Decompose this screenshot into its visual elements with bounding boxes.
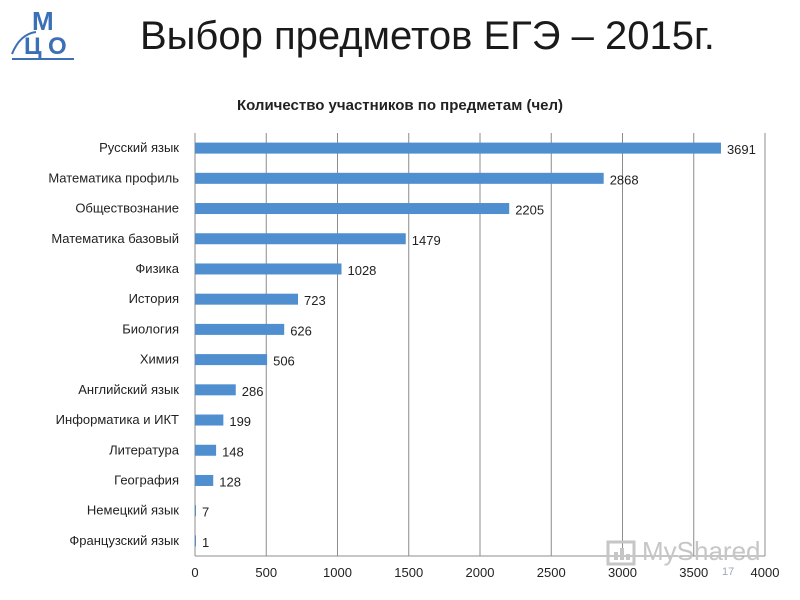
category-label: Химия (140, 352, 179, 367)
bar (195, 172, 604, 184)
bar (195, 323, 285, 335)
bar (195, 474, 214, 486)
bar (195, 233, 406, 245)
category-label: Английский язык (78, 382, 179, 397)
value-label: 2868 (610, 172, 639, 187)
x-tick-label: 3000 (608, 565, 637, 580)
category-label: Информатика и ИКТ (56, 412, 179, 427)
value-label: 148 (222, 444, 244, 459)
page-number: 17 (722, 566, 735, 578)
svg-text:Ц: Ц (24, 33, 42, 60)
bar (195, 414, 224, 426)
category-label: Математика профиль (48, 170, 179, 185)
value-label: 286 (242, 384, 264, 399)
x-tick-label: 3500 (679, 565, 708, 580)
category-label: Обществознание (75, 201, 179, 216)
value-label: 723 (304, 293, 326, 308)
category-label: География (114, 472, 179, 487)
value-label: 1479 (412, 233, 441, 248)
category-label: Французский язык (69, 533, 179, 548)
value-label: 3691 (727, 142, 756, 157)
watermark-icon (606, 540, 636, 566)
category-label: История (129, 291, 179, 306)
x-tick-label: 1000 (323, 565, 352, 580)
bar (195, 384, 236, 396)
x-tick-label: 0 (191, 565, 198, 580)
svg-text:М: М (32, 6, 54, 36)
bar (195, 505, 196, 517)
value-label: 199 (229, 414, 251, 429)
value-label: 2205 (515, 203, 544, 218)
x-tick-label: 1500 (394, 565, 423, 580)
bar (195, 263, 342, 275)
svg-text:О: О (48, 33, 67, 60)
slide-title: Выбор предметов ЕГЭ – 2015г. (140, 14, 715, 58)
watermark: MyShared (642, 536, 761, 566)
bar (195, 142, 721, 154)
bar (195, 354, 268, 366)
value-label: 128 (219, 474, 241, 489)
x-tick-label: 2000 (466, 565, 495, 580)
logo: М Ц О (11, 6, 74, 60)
bar (195, 444, 217, 456)
bar (195, 203, 510, 215)
category-label: Физика (135, 261, 179, 276)
value-label: 1 (202, 535, 209, 550)
value-label: 1028 (347, 263, 376, 278)
value-label: 7 (202, 505, 209, 520)
bar (195, 535, 196, 547)
value-label: 506 (273, 354, 295, 369)
category-label: Русский язык (99, 140, 179, 155)
value-label: 626 (290, 323, 312, 338)
x-tick-label: 500 (255, 565, 277, 580)
category-label: Литература (109, 442, 180, 457)
bar (195, 293, 299, 305)
category-label: Биология (122, 321, 179, 336)
category-label: Немецкий язык (87, 503, 179, 518)
x-tick-label: 4000 (751, 565, 780, 580)
category-label: Математика базовый (51, 231, 179, 246)
x-tick-label: 2500 (537, 565, 566, 580)
chart-title: Количество участников по предметам (чел) (236, 97, 564, 114)
